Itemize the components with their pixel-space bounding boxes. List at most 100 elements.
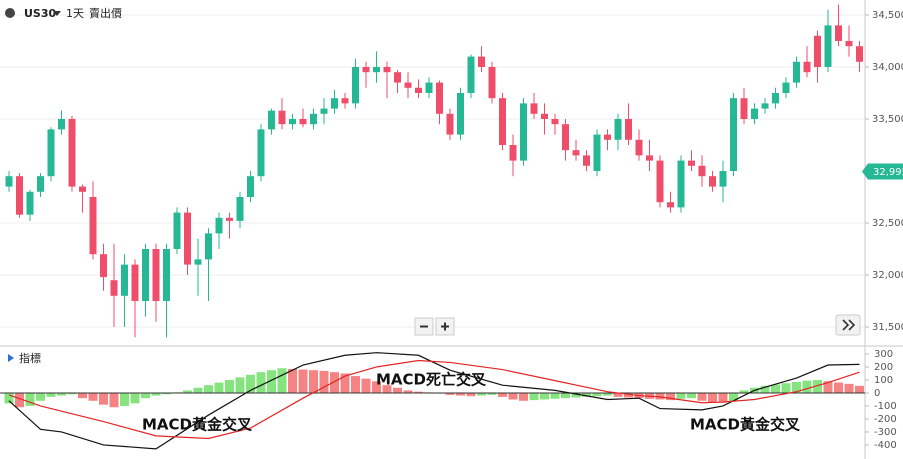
y-tick-label: 200 bbox=[874, 362, 893, 373]
histogram-bar bbox=[792, 381, 801, 393]
y-tick-label: -200 bbox=[874, 414, 897, 425]
annotation: MACD黃金交叉 bbox=[142, 416, 253, 434]
histogram-bar bbox=[120, 392, 129, 406]
histogram-bar bbox=[834, 382, 843, 393]
histogram-bar bbox=[340, 373, 350, 393]
candle-body bbox=[698, 165, 706, 177]
histogram-bar bbox=[193, 387, 203, 393]
candle-body bbox=[793, 61, 800, 83]
histogram-bar bbox=[603, 392, 612, 396]
candle-body bbox=[541, 113, 548, 119]
candle-body bbox=[457, 92, 464, 135]
chevron-icon bbox=[842, 319, 856, 331]
symbol[interactable]: US30 bbox=[24, 7, 57, 20]
candle-body bbox=[530, 103, 538, 114]
candle-body bbox=[562, 124, 569, 151]
candle-body bbox=[194, 259, 202, 265]
histogram-bar bbox=[813, 379, 822, 393]
histogram-bar bbox=[445, 392, 455, 395]
histogram-bar bbox=[550, 392, 560, 399]
candle-body bbox=[320, 108, 328, 114]
plus-icon bbox=[441, 322, 449, 331]
candle-body bbox=[173, 212, 181, 249]
indicator-label[interactable]: 指標 bbox=[19, 351, 41, 365]
candle-body bbox=[593, 134, 601, 171]
histogram-bar bbox=[78, 392, 87, 399]
histogram-bar bbox=[204, 385, 213, 393]
candle-body bbox=[5, 176, 13, 187]
candle-body bbox=[215, 217, 223, 234]
histogram-bar bbox=[4, 392, 14, 404]
candle-body bbox=[47, 129, 55, 177]
y-tick-label: 31,500 bbox=[872, 322, 903, 333]
candle-body bbox=[131, 264, 139, 302]
candle-body bbox=[362, 66, 370, 73]
candle-body bbox=[572, 150, 580, 156]
candle-body bbox=[772, 92, 779, 104]
histogram-bar bbox=[403, 390, 413, 393]
candle-body bbox=[425, 82, 433, 93]
candle-body bbox=[278, 110, 286, 125]
candle-body bbox=[383, 66, 391, 73]
histogram-bar bbox=[246, 374, 255, 393]
histogram-bar bbox=[109, 392, 119, 408]
candle-body bbox=[404, 82, 412, 88]
candle-body bbox=[509, 144, 517, 161]
histogram-bar bbox=[214, 382, 224, 393]
candle-body bbox=[16, 176, 23, 215]
candle-body bbox=[373, 66, 380, 73]
histogram-bar bbox=[487, 392, 497, 395]
histogram-bar bbox=[225, 379, 234, 393]
histogram-bar bbox=[844, 383, 854, 393]
candle-body bbox=[152, 248, 160, 302]
candle-body bbox=[499, 98, 506, 145]
histogram-bar bbox=[15, 392, 24, 408]
info-icon[interactable] bbox=[5, 8, 15, 18]
candle-body bbox=[604, 134, 611, 140]
candle-body bbox=[488, 66, 496, 99]
candle-body bbox=[26, 191, 34, 215]
candle-body bbox=[205, 233, 212, 260]
candle-body bbox=[845, 40, 853, 47]
histogram-bar bbox=[319, 370, 329, 393]
expand-arrow[interactable] bbox=[8, 354, 14, 362]
price-type[interactable]: 賣出價 bbox=[89, 6, 122, 20]
candle-body bbox=[856, 46, 863, 62]
candle-body bbox=[761, 103, 769, 109]
candle-body bbox=[289, 118, 296, 125]
last-price-label: 32,995 bbox=[873, 167, 903, 178]
candle-body bbox=[646, 155, 653, 161]
histogram-bar bbox=[561, 392, 570, 399]
candle-body bbox=[310, 113, 317, 125]
histogram-bar bbox=[393, 387, 402, 393]
candle-body bbox=[551, 118, 559, 125]
y-tick-label: -300 bbox=[874, 427, 897, 438]
y-tick-label: 34,000 bbox=[872, 62, 903, 73]
candle-body bbox=[814, 35, 821, 67]
interval[interactable]: 1天 bbox=[66, 7, 84, 20]
y-tick-label: 0 bbox=[874, 388, 880, 399]
histogram-bar bbox=[351, 376, 360, 393]
histogram-bar bbox=[655, 392, 665, 400]
histogram-bar bbox=[309, 370, 318, 393]
histogram-bar bbox=[624, 392, 633, 398]
histogram-bar bbox=[729, 392, 738, 402]
histogram-bar bbox=[183, 390, 192, 393]
dropdown-arrow[interactable] bbox=[53, 11, 61, 16]
histogram-bar bbox=[571, 392, 581, 398]
candle-body bbox=[446, 113, 454, 135]
candle-body bbox=[467, 56, 475, 93]
candle-body bbox=[740, 98, 748, 119]
candle-body bbox=[656, 160, 664, 203]
candle-body bbox=[331, 98, 338, 109]
candle-body bbox=[184, 212, 191, 265]
candle-body bbox=[268, 110, 275, 130]
histogram-bar bbox=[477, 392, 486, 396]
histogram-bar bbox=[466, 392, 476, 397]
histogram-bar bbox=[498, 392, 507, 397]
header: US30 1天 賣出價 bbox=[5, 6, 122, 20]
candle-body bbox=[121, 264, 128, 296]
candle-body bbox=[394, 72, 401, 83]
histogram-bar bbox=[141, 392, 150, 399]
